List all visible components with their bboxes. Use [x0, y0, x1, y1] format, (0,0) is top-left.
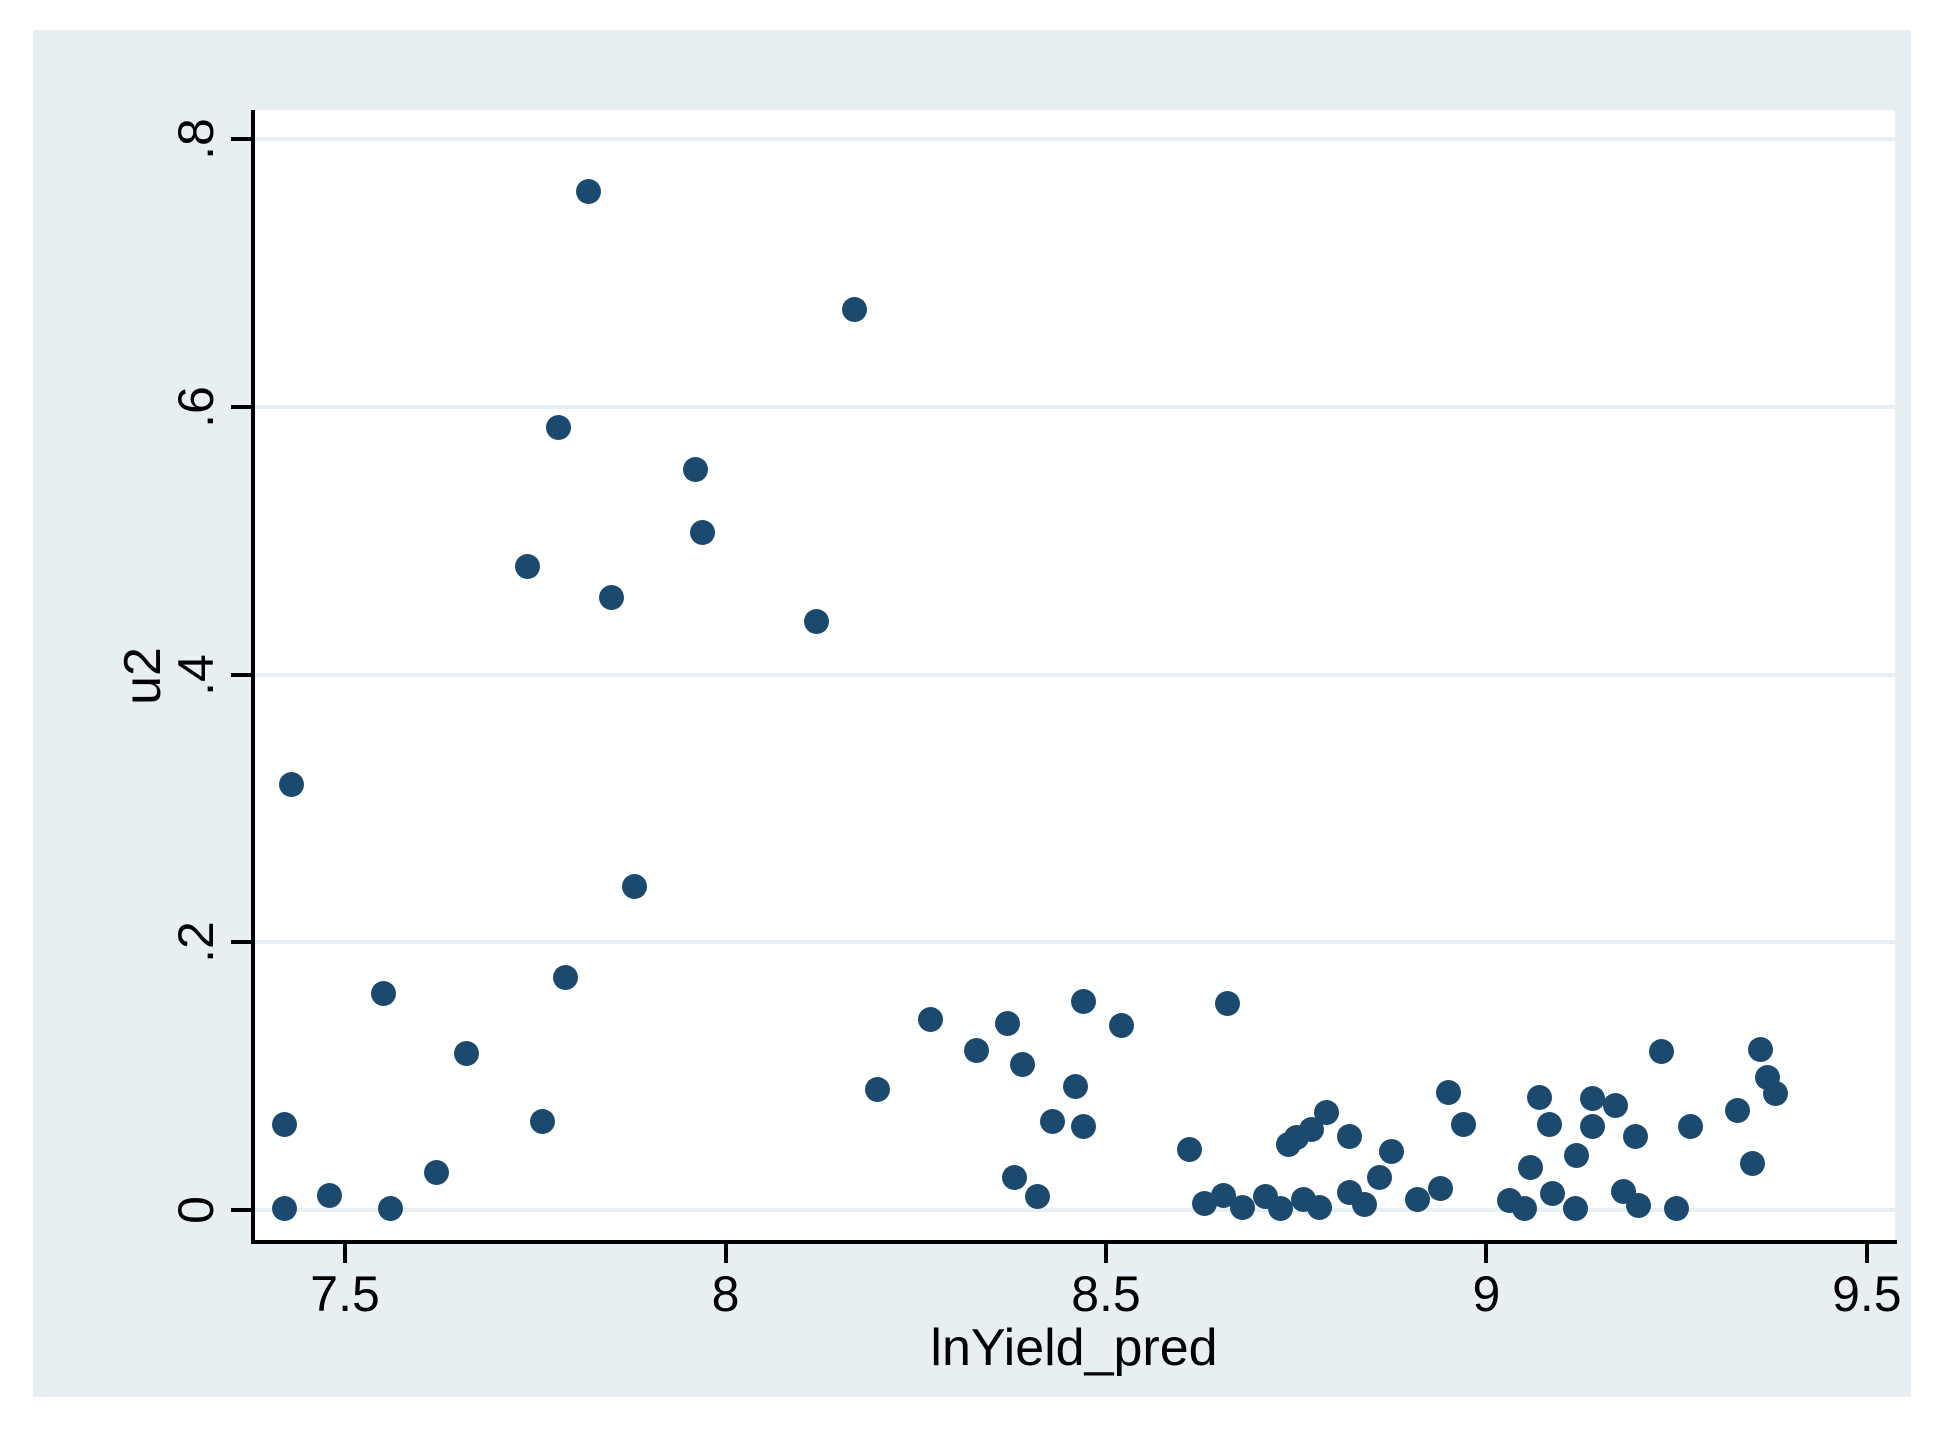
x-tick [1864, 1244, 1869, 1263]
data-point [690, 520, 716, 546]
y-tick [231, 405, 253, 410]
x-tick [1484, 1244, 1489, 1263]
data-point [1230, 1194, 1256, 1220]
y-gridline [255, 405, 1895, 410]
data-point [576, 179, 602, 205]
data-point [317, 1182, 343, 1208]
data-point [1579, 1114, 1605, 1140]
y-tick [231, 137, 253, 142]
data-point [964, 1038, 990, 1064]
data-point [1540, 1181, 1566, 1207]
data-point [271, 1196, 297, 1222]
data-point [454, 1040, 480, 1066]
data-point [842, 296, 868, 322]
data-point [530, 1109, 556, 1135]
x-tick-label: 8.5 [1071, 1266, 1141, 1322]
y-axis-line [251, 110, 255, 1244]
data-point [378, 1196, 404, 1222]
data-point [1677, 1114, 1703, 1140]
data-point [1603, 1093, 1629, 1119]
data-point [1580, 1086, 1606, 1112]
y-axis-title: u2 [114, 647, 172, 705]
data-point [1070, 1114, 1096, 1140]
data-point [271, 1111, 297, 1137]
y-gridline [255, 1207, 1895, 1212]
data-point [515, 553, 541, 579]
data-point [598, 584, 624, 610]
data-point [1527, 1084, 1553, 1110]
data-point [1435, 1079, 1461, 1105]
figure-background: 0 .2 .4 .6 .8 7.5 8 8.5 9 9.5 u2 lnYield_pred [33, 30, 1911, 1397]
data-point [1177, 1137, 1203, 1163]
x-tick-label: 9 [1472, 1266, 1501, 1322]
y-tick-label: .4 [168, 653, 224, 696]
data-point [865, 1076, 891, 1102]
data-point [1024, 1184, 1050, 1209]
y-tick-label: 0 [168, 1195, 224, 1224]
y-tick [231, 672, 253, 677]
data-point [1664, 1196, 1690, 1222]
y-tick-label: .6 [168, 386, 224, 428]
x-axis-line [251, 1240, 1897, 1244]
y-tick-label: .8 [168, 118, 224, 161]
y-gridline [255, 672, 1895, 677]
data-point [1108, 1012, 1134, 1038]
data-point [1367, 1165, 1393, 1191]
data-point [1623, 1123, 1649, 1149]
x-axis-title: lnYield_pred [930, 1319, 1218, 1377]
data-point [1740, 1150, 1766, 1176]
data-point [1724, 1098, 1750, 1124]
plot-area [253, 110, 1895, 1242]
data-point [1626, 1193, 1652, 1219]
data-point [1518, 1154, 1544, 1180]
y-tick-label: .2 [168, 921, 224, 964]
data-point [994, 1011, 1020, 1037]
data-point [545, 414, 571, 440]
data-point [1451, 1111, 1477, 1137]
data-point [1040, 1109, 1066, 1135]
data-point [804, 608, 830, 634]
x-tick [723, 1244, 728, 1263]
y-gridline [255, 137, 1895, 142]
data-point [1002, 1165, 1028, 1191]
x-tick [1103, 1244, 1108, 1263]
y-tick [231, 940, 253, 945]
x-tick-label: 7.5 [310, 1266, 380, 1322]
data-point [1306, 1194, 1332, 1220]
x-tick [343, 1244, 348, 1263]
data-point [1747, 1036, 1773, 1062]
data-point [1063, 1074, 1089, 1100]
data-point [279, 771, 305, 797]
data-point [682, 457, 708, 483]
data-point [1405, 1186, 1431, 1212]
y-gridline [255, 940, 1895, 945]
data-point [1352, 1192, 1378, 1218]
data-point [1215, 991, 1241, 1017]
data-point [1511, 1196, 1537, 1222]
data-point [1763, 1080, 1789, 1106]
data-point [553, 964, 579, 990]
data-point [1378, 1138, 1404, 1164]
data-point [1562, 1196, 1588, 1222]
data-point [1336, 1123, 1362, 1149]
data-point [621, 873, 647, 899]
data-point [1070, 988, 1096, 1014]
y-tick [231, 1207, 253, 1212]
data-point [1537, 1111, 1563, 1137]
data-point [370, 980, 396, 1006]
data-point [1563, 1142, 1589, 1168]
data-point [1314, 1099, 1340, 1125]
data-point [918, 1007, 944, 1033]
data-point [1268, 1196, 1294, 1222]
data-point [1648, 1039, 1674, 1065]
data-point [1428, 1175, 1454, 1201]
x-tick-label: 9.5 [1832, 1266, 1902, 1322]
x-tick-label: 8 [711, 1266, 740, 1322]
data-point [423, 1159, 449, 1185]
data-point [1009, 1051, 1035, 1077]
